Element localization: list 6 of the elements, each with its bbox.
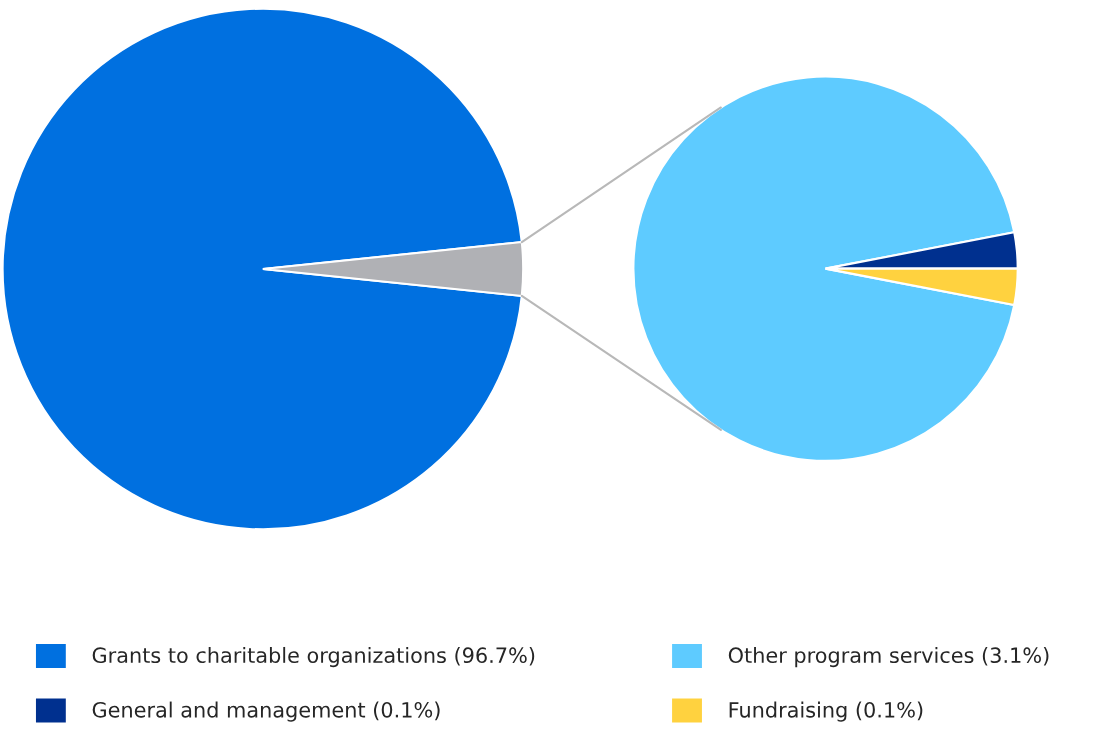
pie-slice — [1, 7, 523, 531]
legend-label: Grants to charitable organizations (96.7%) — [92, 646, 535, 668]
legend-label: Other program services (3.1%) — [728, 646, 1049, 668]
pie-slice — [632, 75, 1016, 462]
legend-label: Fundraising (0.1%) — [729, 701, 923, 722]
legend-label: General and management (0.1%) — [92, 701, 440, 722]
